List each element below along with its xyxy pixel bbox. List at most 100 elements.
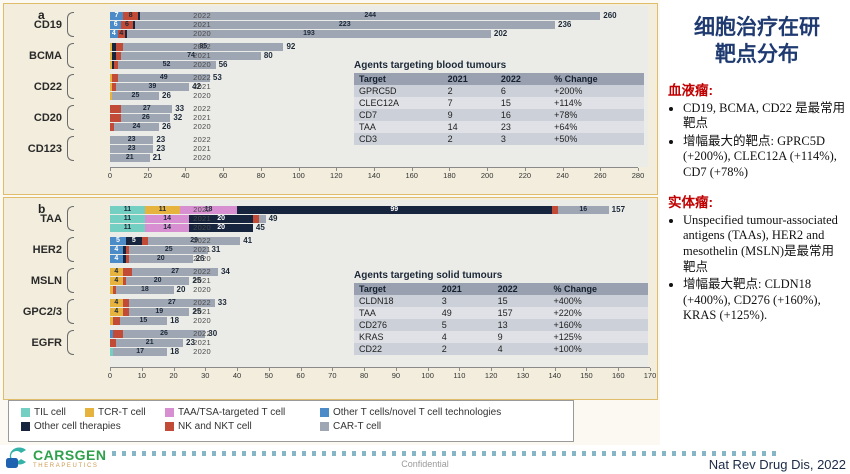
axis-tick xyxy=(205,368,207,371)
bar-total: 25 xyxy=(192,276,202,285)
legend-label: Other cell therapies xyxy=(34,421,121,432)
bar-segment xyxy=(110,60,112,69)
legend-swatch xyxy=(165,422,174,431)
bar-row: 2021 4 25 31 xyxy=(110,245,657,254)
panel-a-chart: a CD19 2022 7 8 244 260 2021 6 6 223 236 2020 4 4 193 2… xyxy=(3,3,658,195)
group-label: EGFR xyxy=(31,336,62,349)
bar-segment: 4 xyxy=(110,267,123,276)
bar-segment xyxy=(110,91,112,100)
bar-total: 92 xyxy=(286,42,296,51)
table-row: TAA 49 157 +220% xyxy=(354,307,648,319)
confidential-label: Confidential xyxy=(401,459,449,469)
axis-tick xyxy=(638,168,639,171)
bar-total: 23 xyxy=(156,135,166,144)
bar-segment: 5 xyxy=(125,236,142,245)
bar-segment xyxy=(122,254,126,263)
table-row: GPRC5D 2 6 +200% xyxy=(354,85,644,97)
bar-total: 30 xyxy=(208,329,218,338)
table-cell: 49 xyxy=(436,307,493,319)
legend-item: NK and NKT cell xyxy=(165,421,320,432)
table-cell: 3 xyxy=(495,133,550,145)
axis-tick-label: 170 xyxy=(643,371,657,380)
table-header-cell: % Change xyxy=(548,283,648,295)
axis-tick xyxy=(185,168,187,171)
bar-segment xyxy=(110,329,114,338)
bar-group: CD123 2022 23 23 2021 23 23 2020 21 21 xyxy=(4,135,657,162)
table-cell: CD7 xyxy=(354,109,443,121)
axis-tick xyxy=(223,168,225,171)
stacked-bar: 4 27 xyxy=(110,267,218,276)
bar-segment: 4 xyxy=(110,276,123,285)
table-cell: CLEC12A xyxy=(354,97,443,109)
bar-segment: 26 xyxy=(121,113,171,122)
year-label: 2022 xyxy=(193,298,211,307)
axis-tick-label: 80 xyxy=(256,171,266,180)
stacked-bar: 4 27 xyxy=(110,298,215,307)
bar-segment: 11 xyxy=(144,205,180,214)
page-title-line1: 细胞治疗在研 xyxy=(694,16,820,39)
stacked-bar: 23 xyxy=(110,135,154,144)
table-cell: CD3 xyxy=(354,133,443,145)
bar-segment: 6 xyxy=(121,20,133,29)
axis-tick xyxy=(237,368,239,371)
targets-table-body: Target 2021 2022% Change CLDN18 3 15 +400% TAA 4… xyxy=(354,283,648,355)
axis-tick xyxy=(147,168,149,171)
axis-tick-label: 150 xyxy=(580,371,593,380)
stacked-bar: 5 5 29 xyxy=(110,236,241,245)
year-label: 2020 xyxy=(193,91,211,100)
inset-table-title: Agents targeting solid tumours xyxy=(354,270,503,281)
bar-segment: 20 xyxy=(189,214,253,223)
group-label: HER2 xyxy=(32,243,62,256)
bar-total: 23 xyxy=(186,338,195,347)
bar-groups: TAA 2022 11 11 18 99 16 157 2021 11 14 20 49 2020 11 14… xyxy=(4,205,657,360)
bar-segment xyxy=(113,285,117,294)
year-label: 2021 xyxy=(193,51,211,60)
table-cell: +220% xyxy=(548,307,648,319)
blood-tumour-section: 血液瘤: CD19, BCMA, CD22 是最常用靶点 增幅最大的靶点: GP… xyxy=(668,79,846,181)
bar-total: 18 xyxy=(170,347,180,356)
bar-group: CD19 2022 7 8 244 260 2021 6 6 223 236 2020 4 4 193 202 xyxy=(4,11,657,38)
year-label: 2021 xyxy=(193,307,211,316)
bar-segment: 85 xyxy=(123,42,284,51)
table-cell: CLDN18 xyxy=(354,295,437,307)
bar-segment: 4 xyxy=(110,29,118,38)
axis-tick-label: 40 xyxy=(181,171,190,180)
bar-row: 2020 4 4 193 202 xyxy=(110,29,657,38)
year-label: 2020 xyxy=(193,223,211,232)
bar-segment: 74 xyxy=(121,51,261,60)
bullet-list: Unspecified tumour-associated antigens (… xyxy=(668,213,846,324)
axis-tick xyxy=(554,368,556,371)
axis-tick xyxy=(449,168,451,171)
year-label: 2022 xyxy=(193,205,211,214)
group-brace xyxy=(67,330,74,355)
table-cell: 9 xyxy=(492,331,549,343)
bar-segment xyxy=(125,29,127,38)
bar-row: 2021 23 23 xyxy=(110,144,657,153)
carsgen-logo: CARSGEN THERAPEUTICS xyxy=(4,446,107,470)
table-header-cell: Target xyxy=(354,73,443,85)
table-cell: +400% xyxy=(548,295,648,307)
table-cell: 7 xyxy=(442,97,496,109)
bar-total: 34 xyxy=(220,267,230,276)
bar-segment xyxy=(111,42,116,51)
bar-row: 2021 11 14 20 49 xyxy=(110,214,657,223)
stacked-bar: 24 xyxy=(110,122,160,131)
bar-row: 2020 52 56 xyxy=(110,60,657,69)
table-header-cell: % Change xyxy=(549,73,644,85)
year-label: 2022 xyxy=(193,135,211,144)
logo-name: CARSGEN xyxy=(33,446,107,463)
year-label: 2022 xyxy=(193,267,211,276)
bar-segment xyxy=(110,104,122,113)
stacked-bar: 25 xyxy=(110,91,160,100)
bar-segment: 8 xyxy=(123,11,139,20)
table-header-row: Target 2021 2022% Change xyxy=(354,73,644,85)
bar-segment xyxy=(110,347,114,356)
bar-segment: 20 xyxy=(189,223,253,232)
bar-group: MSLN 2022 4 27 34 2021 4 20 25 2020 18 20 xyxy=(4,267,657,294)
bar-segment xyxy=(110,51,112,60)
bar-segment: 4 xyxy=(110,298,123,307)
bar-segment xyxy=(110,42,112,51)
year-label: 2021 xyxy=(193,245,211,254)
logo-subtitle: THERAPEUTICS xyxy=(33,462,99,469)
